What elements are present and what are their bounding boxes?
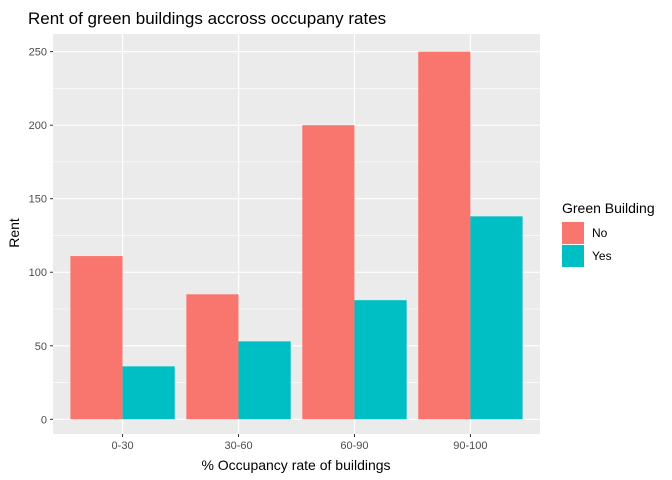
bar-no-0-30 — [70, 256, 123, 420]
chart-title: Rent of green buildings accross occupany… — [28, 9, 386, 28]
legend-label-no: No — [592, 226, 608, 240]
bar-no-60-90 — [302, 125, 355, 420]
plot-panel — [53, 34, 540, 434]
bar-yes-30-60 — [238, 341, 291, 420]
y-tick-label: 200 — [29, 120, 47, 132]
x-tick-label: 30-60 — [224, 440, 252, 452]
y-tick-label: 150 — [29, 194, 47, 206]
x-tick-label: 0-30 — [112, 440, 134, 452]
legend-label-yes: Yes — [592, 249, 612, 263]
y-tick-label: 100 — [29, 267, 47, 279]
bar-yes-0-30 — [122, 366, 175, 420]
y-tick-label: 50 — [35, 341, 47, 353]
x-tick-label: 90-100 — [453, 440, 487, 452]
y-tick-label: 250 — [29, 47, 47, 59]
y-axis-title: Rent — [6, 218, 22, 248]
y-tick-label: 0 — [41, 414, 47, 426]
bar-no-30-60 — [186, 294, 239, 420]
legend-key-no — [562, 222, 584, 244]
legend-title: Green Building — [562, 200, 655, 216]
bar-no-90-100 — [418, 51, 471, 420]
bar-yes-60-90 — [354, 300, 407, 420]
legend-key-yes — [562, 245, 584, 267]
x-tick-label: 60-90 — [340, 440, 368, 452]
legend: Green Building No Yes — [562, 200, 655, 267]
bar-yes-90-100 — [470, 216, 523, 420]
x-axis-title: % Occupancy rate of buildings — [201, 457, 390, 473]
